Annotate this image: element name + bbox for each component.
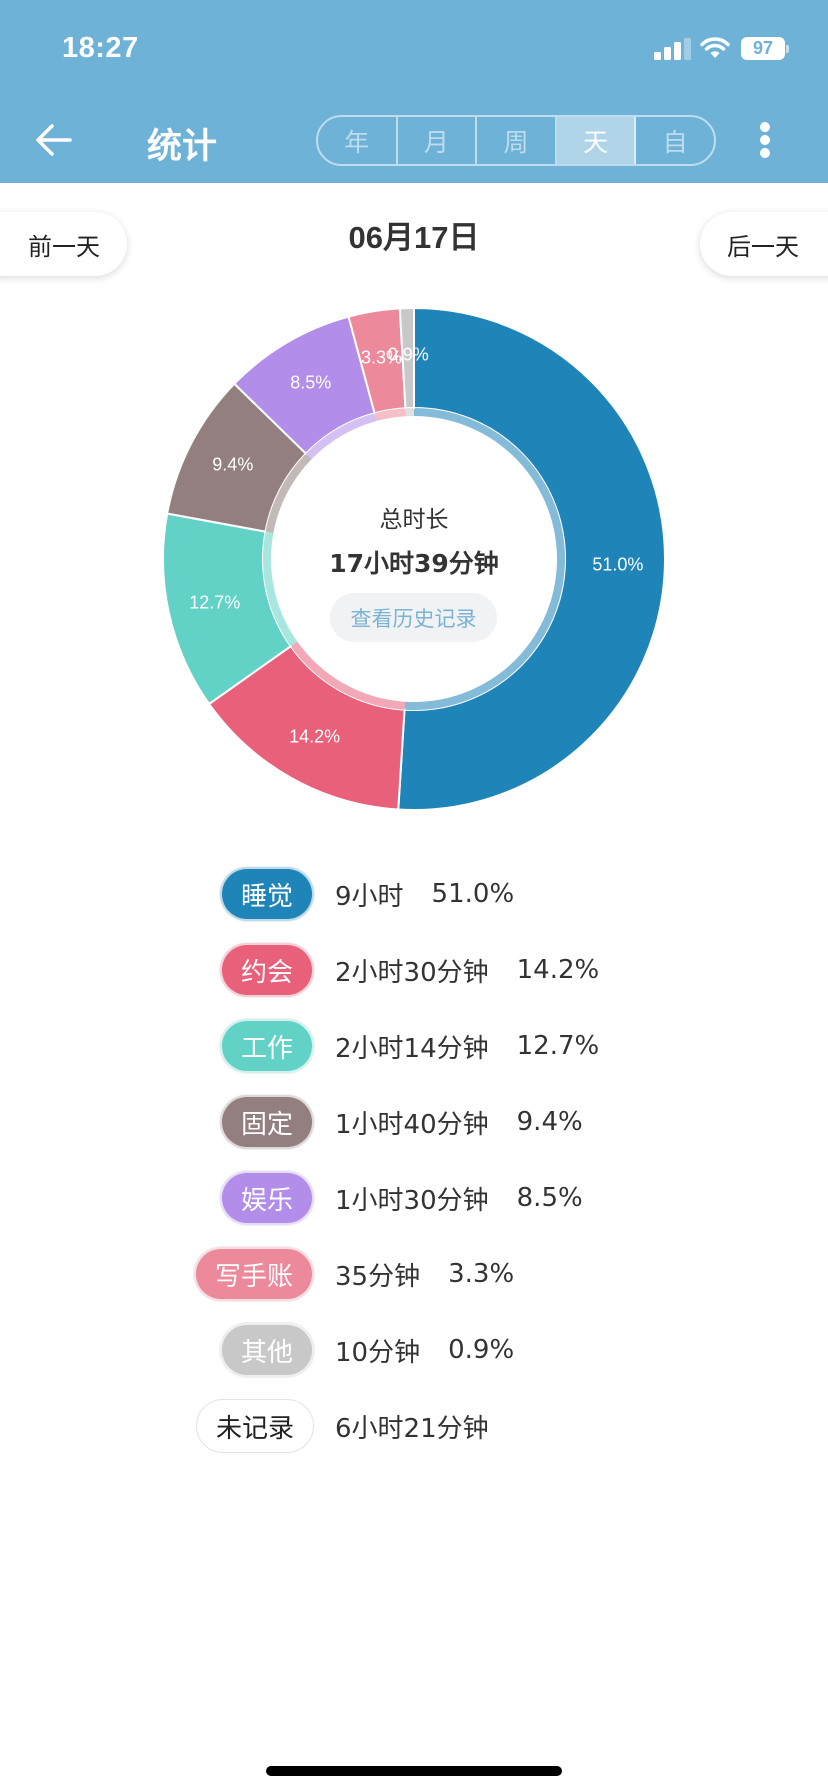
donut-chart-svg xyxy=(162,307,666,811)
legend-duration: 2小时14分钟 xyxy=(335,1033,489,1064)
legend-duration: 10分钟 xyxy=(335,1337,421,1368)
slice-percent-label: 3.3% xyxy=(360,347,402,368)
period-segmented-control: 年 月 周 天 自 xyxy=(316,115,716,166)
legend-value: 35分钟 3.3% xyxy=(335,1247,514,1301)
legend-duration: 1小时30分钟 xyxy=(335,1185,489,1216)
signal-icon xyxy=(654,38,691,60)
slice-percent-label: 12.7% xyxy=(189,592,241,613)
category-pill[interactable]: 工作 xyxy=(219,1019,314,1073)
status-time: 18:27 xyxy=(62,32,139,64)
donut-inner-band xyxy=(290,641,406,710)
total-duration-value: 17小时39分钟 xyxy=(329,549,499,578)
legend-percent: 12.7% xyxy=(516,1031,600,1061)
legend-percent: 9.4% xyxy=(516,1107,583,1137)
legend-percent: 14.2% xyxy=(516,955,600,985)
donut-inner-band xyxy=(374,408,406,421)
category-pill[interactable]: 睡觉 xyxy=(219,867,314,921)
app-header: 18:27 97 统计 年 月 周 天 自 xyxy=(0,0,828,183)
legend-value: 10分钟 0.9% xyxy=(335,1323,514,1377)
legend-percent: 51.0% xyxy=(431,879,515,909)
donut-chart: 51.0% 14.2% 12.7% 9.4% 8.5% 3.3% 0.9% xyxy=(162,307,666,811)
slice-percent-label: 14.2% xyxy=(289,726,341,747)
date-title: 06月17日 xyxy=(348,220,480,255)
category-pill[interactable]: 固定 xyxy=(219,1095,314,1149)
legend-value: 1小时40分钟 9.4% xyxy=(335,1095,583,1149)
legend-row: 娱乐 1小时30分钟 8.5% xyxy=(0,1171,828,1227)
legend-percent: 0.9% xyxy=(448,1335,515,1365)
next-day-button[interactable]: 后一天 xyxy=(700,212,828,276)
donut-inner-band xyxy=(263,531,298,647)
legend-row: 未记录 6小时21分钟 xyxy=(0,1399,828,1455)
slice-percent-label: 51.0% xyxy=(592,554,644,575)
category-pill[interactable]: 约会 xyxy=(219,943,314,997)
legend-duration: 1小时40分钟 xyxy=(335,1109,489,1140)
battery-icon: 97 xyxy=(741,37,789,60)
tab-day[interactable]: 天 xyxy=(556,117,637,164)
legend-row: 其他 10分钟 0.9% xyxy=(0,1323,828,1379)
donut-inner-band xyxy=(265,453,312,534)
page-title: 统计 xyxy=(147,127,218,167)
legend-percent: 3.3% xyxy=(448,1259,515,1289)
legend-duration: 6小时21分钟 xyxy=(335,1413,489,1444)
slice-percent-label: 0.9% xyxy=(387,344,429,365)
prev-day-button[interactable]: 前一天 xyxy=(0,212,127,276)
slice-percent-label: 9.4% xyxy=(212,454,254,475)
legend-row: 固定 1小时40分钟 9.4% xyxy=(0,1095,828,1151)
battery-level: 97 xyxy=(741,37,785,60)
category-pill-unrecorded[interactable]: 未记录 xyxy=(195,1399,314,1453)
tab-custom[interactable]: 自 xyxy=(662,127,688,157)
slice-percent-label: 8.5% xyxy=(290,372,332,393)
legend-duration: 35分钟 xyxy=(335,1261,421,1292)
legend-value: 1小时30分钟 8.5% xyxy=(335,1171,583,1225)
legend-value: 9小时 51.0% xyxy=(335,867,514,921)
legend-duration: 9小时 xyxy=(335,881,404,912)
more-vertical-icon[interactable] xyxy=(752,118,778,162)
legend-value: 2小时30分钟 14.2% xyxy=(335,943,599,997)
category-pill[interactable]: 写手账 xyxy=(193,1247,314,1301)
legend-row: 约会 2小时30分钟 14.2% xyxy=(0,943,828,999)
legend-duration: 2小时30分钟 xyxy=(335,957,489,988)
legend-row: 睡觉 9小时 51.0% xyxy=(0,867,828,923)
view-history-button[interactable]: 查看历史记录 xyxy=(330,593,497,642)
donut-inner-band xyxy=(305,413,377,460)
legend-row: 写手账 35分钟 3.3% xyxy=(0,1247,828,1303)
tab-week[interactable]: 周 xyxy=(477,117,557,164)
category-pill[interactable]: 其他 xyxy=(219,1323,314,1377)
tab-month[interactable]: 月 xyxy=(398,117,478,164)
legend-percent: 8.5% xyxy=(516,1183,583,1213)
legend-row: 工作 2小时14分钟 12.7% xyxy=(0,1019,828,1075)
legend-value: 2小时14分钟 12.7% xyxy=(335,1019,599,1073)
back-arrow-icon[interactable] xyxy=(30,116,78,164)
home-indicator xyxy=(266,1766,562,1776)
tab-year[interactable]: 年 xyxy=(318,117,398,164)
legend-value: 6小时21分钟 xyxy=(335,1399,489,1453)
donut-inner-band xyxy=(405,408,414,417)
total-duration-label: 总时长 xyxy=(379,507,449,533)
category-pill[interactable]: 娱乐 xyxy=(219,1171,314,1225)
wifi-icon xyxy=(700,37,730,58)
